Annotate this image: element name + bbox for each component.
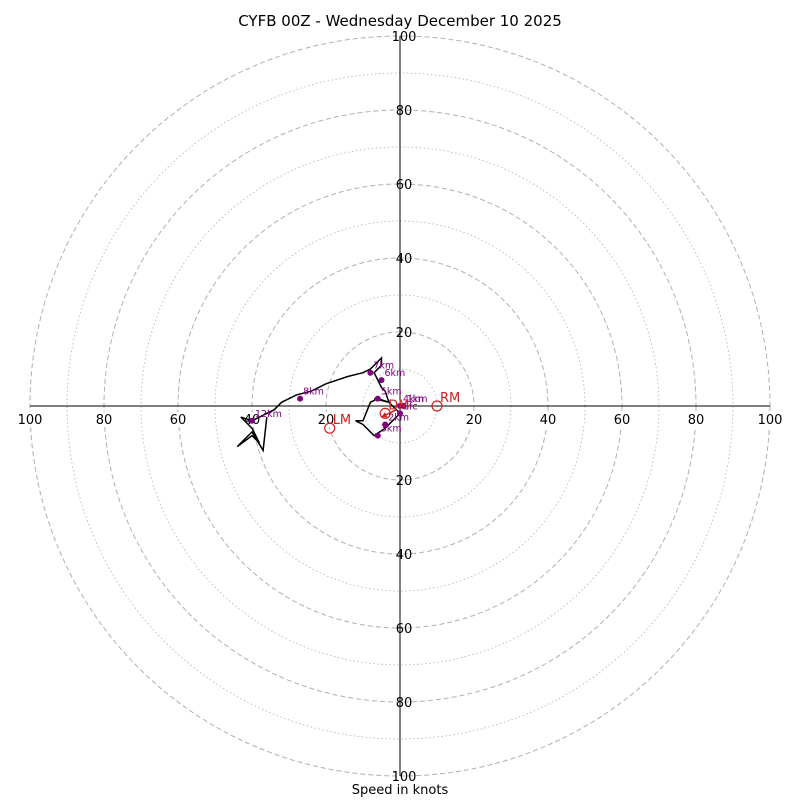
tick-label-right: 60	[614, 413, 631, 428]
tick-label-right: 100	[758, 413, 783, 428]
tick-label-left: 60	[170, 413, 187, 428]
height-marker-point	[367, 369, 374, 376]
height-marker-label: 5km	[381, 387, 402, 398]
height-marker-point	[249, 417, 255, 424]
tick-label-right: 80	[688, 413, 705, 428]
height-marker-point	[297, 395, 304, 402]
height-marker-label: 4km	[403, 394, 424, 405]
tick-label-top: 40	[396, 252, 413, 267]
storm-motion-label: RM	[440, 391, 460, 406]
storm-motion-label: DM	[388, 398, 409, 413]
tick-label-bg	[18, 412, 42, 427]
tick-label-bg	[166, 412, 190, 427]
storm-motion-label: LM	[333, 413, 351, 428]
tick-label-left: 100	[18, 413, 43, 428]
tick-label-left: 20	[318, 413, 335, 428]
tick-label-bg	[92, 412, 116, 427]
tick-label-left: 80	[96, 413, 113, 428]
height-marker-point	[397, 410, 403, 417]
height-marker-point	[374, 395, 381, 402]
tick-label-right: 40	[540, 413, 557, 428]
tick-label-bg	[536, 412, 560, 427]
storm-motion-marker	[324, 422, 336, 434]
hodograph-trace-line	[236, 356, 402, 453]
tick-label-bottom: 20	[396, 474, 413, 489]
height-marker-label: 1km	[407, 394, 428, 405]
height-marker-label: 3km	[381, 424, 402, 435]
tick-label-bg	[610, 412, 634, 427]
tick-label-right: 20	[466, 413, 483, 428]
height-marker-label: 7km	[373, 361, 394, 372]
height-marker-label: 2km	[388, 413, 409, 424]
tick-label-top: 60	[396, 178, 413, 193]
storm-motion-marker	[379, 407, 391, 419]
height-marker-label: Sfc	[403, 401, 418, 412]
tick-label-bg	[684, 412, 708, 427]
height-marker-label: 8km	[303, 387, 324, 398]
tick-label-top: 20	[396, 326, 413, 341]
height-marker-point	[374, 432, 381, 439]
height-marker-label: 12km	[255, 409, 282, 420]
tick-label-bottom: 40	[396, 548, 413, 563]
height-marker-point	[378, 377, 385, 384]
mean-wind-arrowhead	[381, 412, 388, 418]
height-marker-label: 6km	[385, 368, 406, 379]
x-axis-label: Speed in knots	[351, 783, 449, 798]
tick-label-bottom: 100	[392, 770, 417, 785]
tick-label-top: 100	[392, 30, 417, 45]
storm-motion-marker	[431, 400, 443, 412]
tick-label-top: 80	[396, 104, 413, 119]
tick-label-bottom: 60	[396, 622, 413, 637]
tick-label-bg	[462, 412, 486, 427]
tick-label-bottom: 80	[396, 696, 413, 711]
tick-label-bg	[758, 412, 782, 427]
height-marker-point	[397, 403, 403, 409]
height-marker-point	[382, 421, 389, 428]
chart-title: CYFB 00Z - Wednesday December 10 2025	[238, 12, 562, 30]
